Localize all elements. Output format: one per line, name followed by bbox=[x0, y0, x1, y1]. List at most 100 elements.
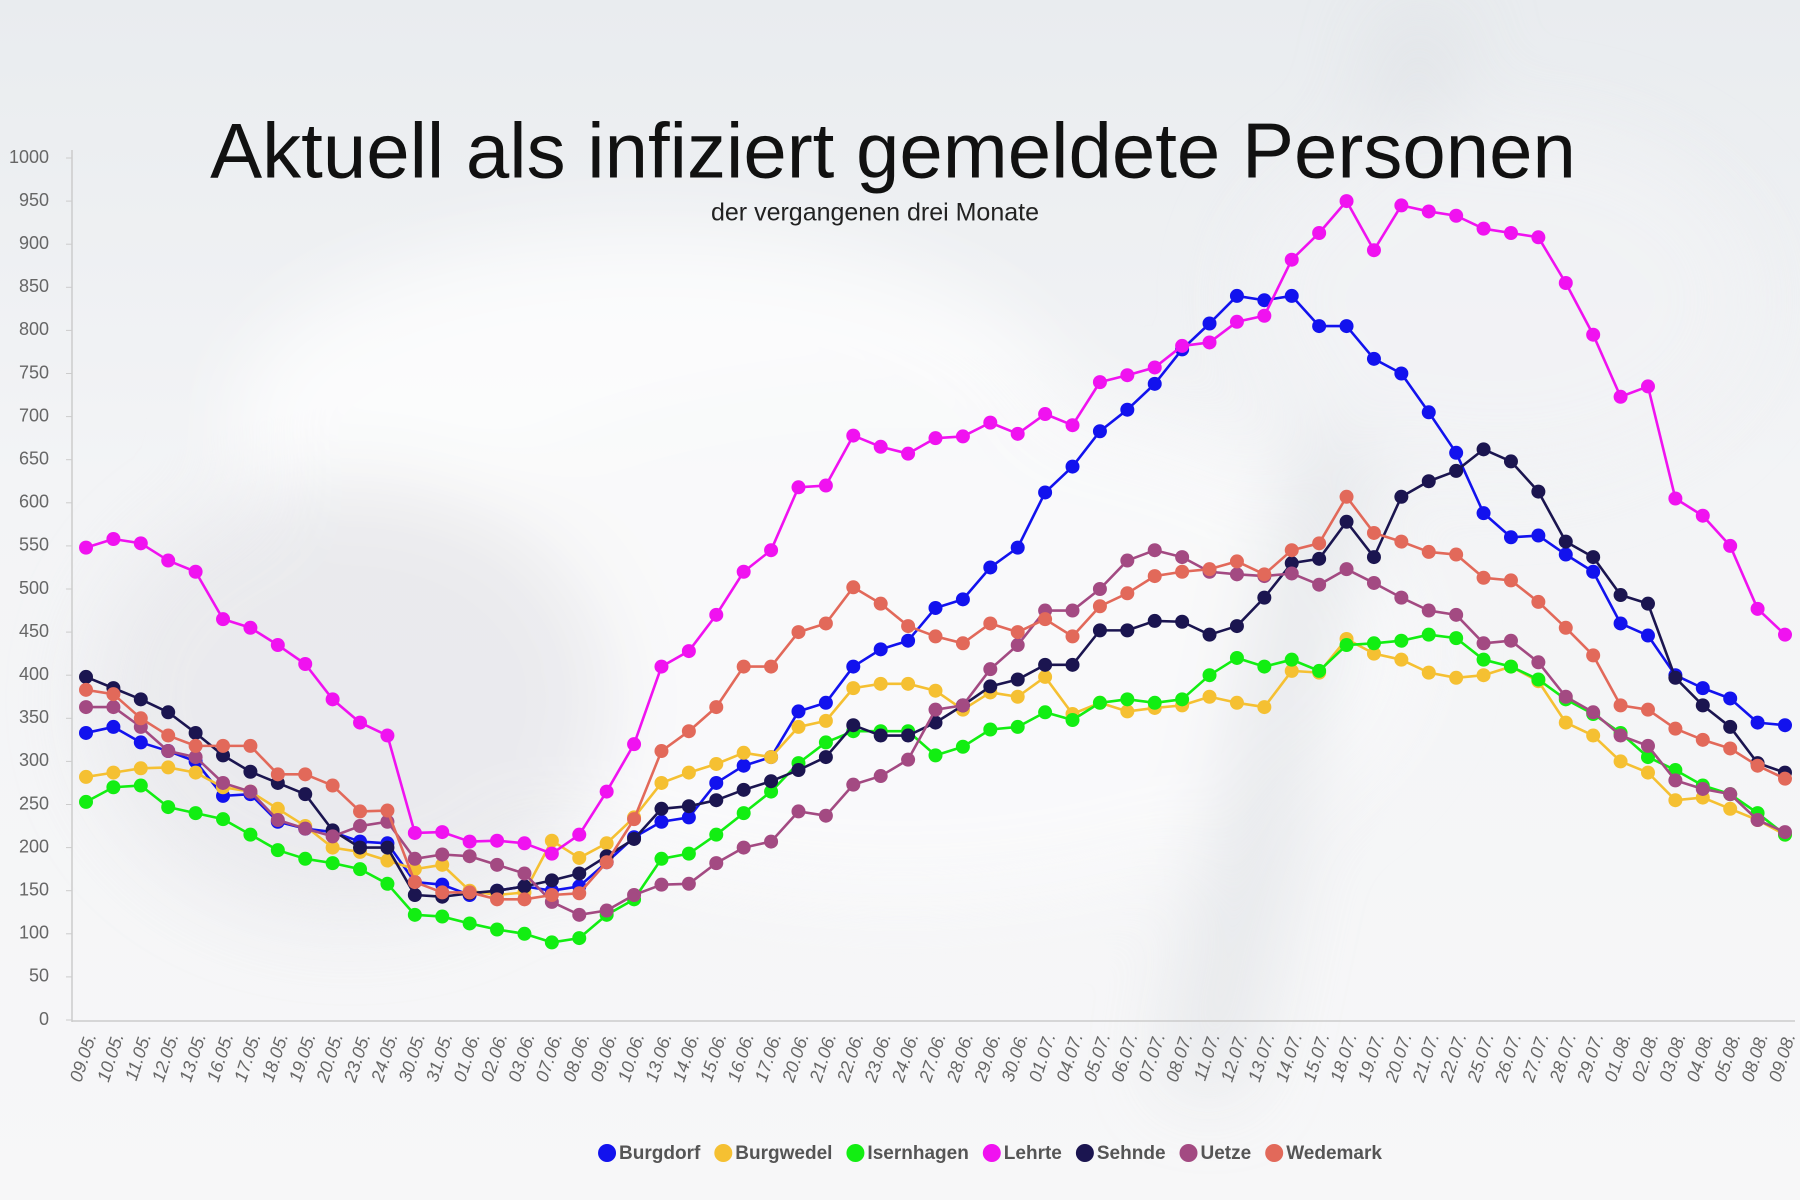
point bbox=[1010, 689, 1025, 704]
point bbox=[188, 750, 203, 765]
point bbox=[681, 876, 696, 891]
point bbox=[1476, 636, 1491, 651]
y-tick-label: 550 bbox=[19, 535, 49, 555]
point bbox=[133, 536, 148, 551]
point bbox=[1284, 556, 1299, 571]
point bbox=[681, 724, 696, 739]
point bbox=[1339, 638, 1354, 653]
point bbox=[79, 794, 93, 809]
point bbox=[736, 659, 751, 674]
point bbox=[1613, 698, 1628, 713]
point bbox=[1613, 754, 1628, 769]
point bbox=[1257, 567, 1272, 582]
point bbox=[1366, 243, 1381, 258]
point bbox=[846, 718, 861, 733]
point bbox=[1229, 695, 1244, 710]
point bbox=[1312, 577, 1327, 592]
point bbox=[1284, 663, 1299, 678]
point bbox=[1284, 652, 1299, 667]
legend-marker bbox=[1265, 1144, 1284, 1162]
point bbox=[1668, 721, 1683, 736]
point bbox=[517, 836, 532, 851]
point bbox=[1778, 627, 1792, 642]
point bbox=[928, 431, 943, 446]
point bbox=[161, 760, 176, 775]
point bbox=[188, 738, 203, 753]
point bbox=[818, 713, 833, 728]
point bbox=[928, 683, 943, 698]
point bbox=[1558, 689, 1573, 704]
point bbox=[298, 787, 313, 802]
point bbox=[818, 808, 833, 823]
point bbox=[1312, 225, 1327, 240]
point bbox=[298, 821, 313, 836]
y-tick-label: 450 bbox=[19, 621, 49, 641]
y-tick-label: 1000 bbox=[9, 147, 49, 167]
point bbox=[1394, 590, 1409, 605]
point bbox=[1065, 713, 1080, 728]
point bbox=[1065, 629, 1080, 644]
legend-label: Burgwedel bbox=[735, 1143, 832, 1164]
point bbox=[983, 415, 998, 430]
point bbox=[873, 596, 888, 611]
point bbox=[901, 619, 916, 634]
series bbox=[79, 489, 1792, 907]
point bbox=[1640, 765, 1655, 780]
point bbox=[1640, 750, 1655, 765]
point bbox=[1257, 700, 1272, 715]
point bbox=[435, 857, 450, 872]
point bbox=[544, 846, 559, 861]
point bbox=[1010, 426, 1025, 441]
point bbox=[353, 840, 368, 855]
y-tick-label: 50 bbox=[29, 966, 49, 986]
point bbox=[1120, 586, 1135, 601]
point bbox=[353, 804, 368, 819]
point bbox=[407, 825, 422, 840]
point bbox=[791, 625, 806, 640]
y-tick-label: 800 bbox=[19, 319, 49, 339]
legend-marker bbox=[714, 1144, 733, 1162]
point bbox=[517, 926, 532, 941]
point bbox=[1312, 551, 1327, 566]
point bbox=[654, 775, 669, 790]
point bbox=[1366, 646, 1381, 661]
point bbox=[1640, 628, 1655, 643]
legend-marker bbox=[598, 1144, 617, 1162]
point bbox=[462, 885, 477, 900]
legend-label: Lehrte bbox=[1004, 1143, 1062, 1164]
point bbox=[599, 784, 614, 799]
point bbox=[1668, 773, 1683, 788]
point bbox=[736, 782, 751, 797]
point bbox=[1476, 652, 1491, 667]
point bbox=[1723, 801, 1738, 816]
point bbox=[901, 676, 916, 691]
point bbox=[1339, 319, 1354, 334]
point bbox=[1339, 489, 1354, 504]
point bbox=[1503, 633, 1518, 648]
point bbox=[1778, 718, 1792, 733]
point bbox=[1229, 619, 1244, 634]
point bbox=[572, 850, 587, 865]
point bbox=[79, 769, 93, 784]
point bbox=[1449, 208, 1464, 223]
point bbox=[1421, 544, 1436, 559]
point bbox=[1147, 376, 1162, 391]
point bbox=[216, 812, 231, 827]
point bbox=[1750, 601, 1765, 616]
point bbox=[1147, 569, 1162, 584]
point bbox=[462, 849, 477, 864]
point bbox=[133, 778, 148, 793]
point bbox=[243, 620, 258, 635]
point bbox=[1202, 668, 1217, 683]
point bbox=[955, 739, 970, 754]
point bbox=[1586, 648, 1601, 663]
point bbox=[544, 833, 559, 848]
point bbox=[983, 722, 998, 737]
point bbox=[1394, 534, 1409, 549]
point bbox=[1038, 705, 1053, 720]
y-tick-label: 500 bbox=[19, 578, 49, 598]
point bbox=[270, 638, 285, 653]
point bbox=[1202, 562, 1217, 577]
point bbox=[1476, 221, 1491, 236]
point bbox=[1284, 543, 1299, 558]
